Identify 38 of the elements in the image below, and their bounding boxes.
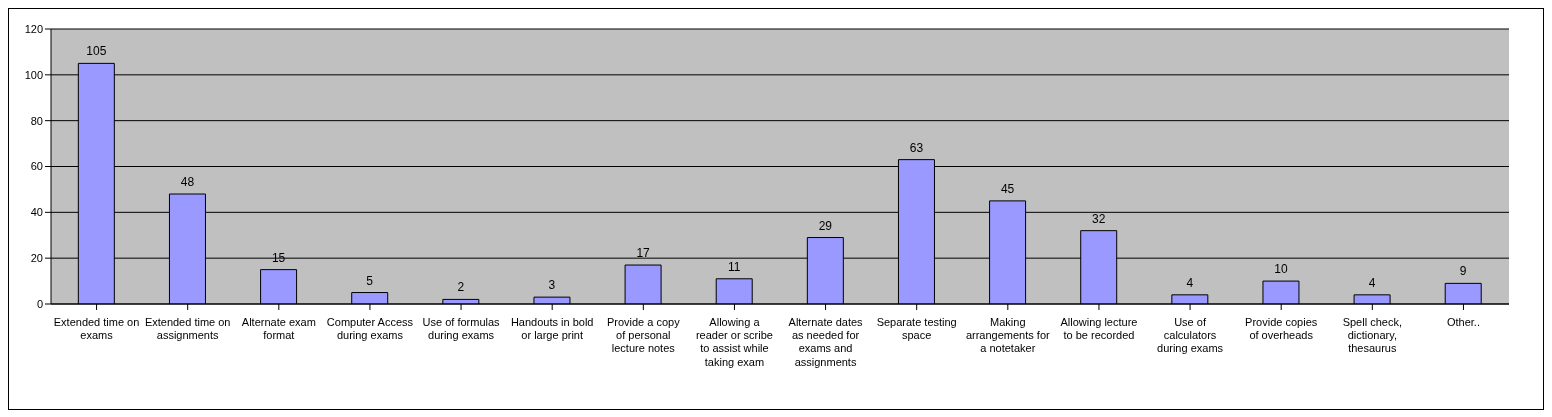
y-tick-label: 0 [36,297,43,310]
y-tick-label: 40 [30,206,43,219]
data-label: 32 [1092,211,1106,226]
data-label: 10 [1274,262,1288,277]
data-label: 45 [1000,181,1015,196]
x-tick-label: Making arrangements for a notetaker [965,315,1051,355]
x-tick-label: Computer Access during exams [326,315,414,342]
x-tick-label: Alternate dates as needed for exams and assignments [788,315,864,368]
x-tick-label: Extended time on assignments [144,315,231,342]
x-tick-label: Allowing a reader or scribe to assist while taking exam [695,315,773,368]
x-tick-label: Alternate exam format [241,315,316,342]
data-label: 3 [548,278,556,293]
data-label: 2 [457,280,465,295]
data-label: 4 [1186,275,1194,290]
x-tick-label: Allowing lecture to be recorded [1060,315,1138,342]
y-tick-label: 100 [24,68,43,81]
y-tick-label: 120 [24,22,43,35]
x-tick-label: Other.. [1446,315,1480,328]
data-label: 9 [1459,264,1467,279]
x-tick-label: Provide a copy of personal lecture notes [606,315,681,355]
data-label: 5 [366,273,374,288]
x-tick-label: Provide copies of overheads [1245,315,1318,342]
data-label: 29 [818,218,833,233]
data-label: 63 [909,140,924,155]
data-label: 11 [727,259,741,274]
x-tick-label: Use of formulas during exams [422,315,501,342]
data-label: 17 [636,246,651,261]
x-tick-label: Use of calculators during exams [1157,315,1224,355]
y-tick-label: 80 [30,114,43,127]
y-tick-label: 60 [30,160,43,173]
x-tick-label: Extended time on exams [53,315,140,342]
data-label: 4 [1368,275,1376,290]
x-tick-label: Spell check, dictionary, thesaurus [1342,315,1402,355]
x-tick-label: Handouts in bold or large print [510,315,594,342]
x-tick-label: Separate testing space [876,315,957,342]
y-tick-label: 20 [30,252,43,265]
data-label: 105 [86,44,107,59]
data-label: 48 [180,175,195,189]
